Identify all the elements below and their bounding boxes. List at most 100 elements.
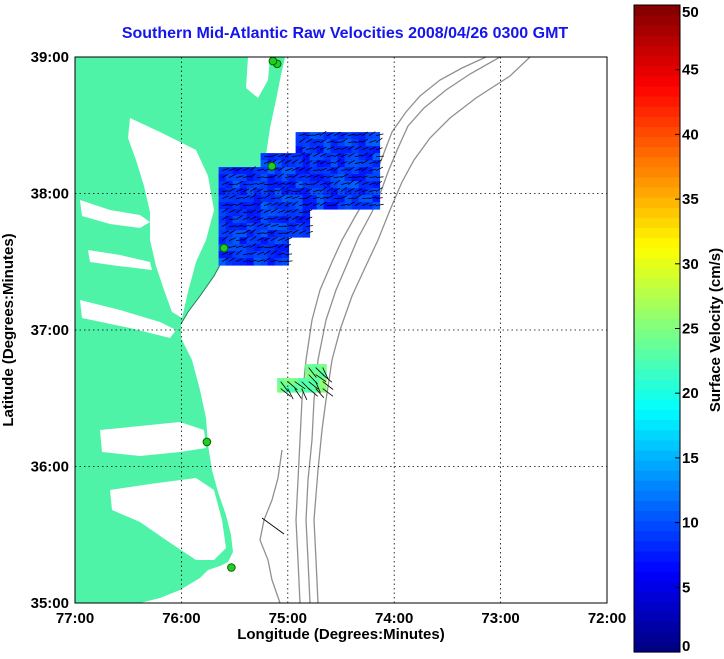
velocity-vector [256,217,264,220]
colorbar-band [634,217,680,229]
velocity-vector [308,388,318,397]
velocity-vector [355,133,362,136]
velocity-vector [326,146,335,150]
velocity-vector [305,153,312,157]
colorbar-tick-label: 0 [682,638,690,655]
velocity-vector [305,202,313,206]
velocity-vector [285,260,293,262]
velocity-vector [322,374,333,383]
velocity-vector [256,201,263,206]
velocity-vector [228,245,237,248]
velocity-vector [298,175,307,178]
velocity-vector [326,181,334,185]
colorbar-band [634,439,680,451]
velocity-vector [361,166,368,171]
velocity-vector [221,257,230,262]
colorbar-tick-label: 25 [682,321,699,338]
depth-contour [313,57,531,603]
velocity-vector [333,131,341,136]
velocity-vector [284,237,292,241]
velocity-vector [306,147,314,150]
x-tick-label: 72:00 [588,610,626,627]
velocity-vector [228,237,236,241]
velocity-vector [235,175,244,178]
velocity-vector [229,218,236,220]
velocity-vector [291,166,300,171]
velocity-vector [305,188,313,192]
velocity-vector [298,230,306,234]
velocity-vector [333,187,340,192]
velocity-vector [256,237,264,241]
colorbar-band [634,5,680,16]
velocity-vector [277,201,285,206]
colorbar-band [634,328,680,340]
velocity-vectors [221,130,384,535]
velocity-vector [235,215,243,220]
velocity-vector [243,260,250,262]
colorbar-band [634,601,680,613]
colorbar-band [634,197,680,208]
site-marker [268,56,278,66]
velocity-vector [355,176,362,178]
colorbar-band [634,490,680,501]
y-tick-label: 37:00 [31,322,69,339]
colorbar-tick-label: 10 [682,515,699,532]
velocity-vector [256,188,264,192]
velocity-vector [243,253,251,255]
velocity-vector [228,209,236,213]
velocity-vector [285,175,293,178]
velocity-vector [291,181,299,185]
velocity-vector [249,251,257,255]
velocity-vector [361,138,369,143]
velocity-vector [270,244,278,248]
colorbar-band [634,116,680,127]
velocity-vector [291,223,299,227]
velocity-vector [242,229,251,234]
velocity-vector [228,250,236,255]
velocity-vector [263,202,272,206]
velocity-vector [249,236,257,241]
velocity-vector [348,141,356,143]
colorbar-band [634,419,680,431]
velocity-vector [291,208,299,213]
colorbar-band [634,126,680,138]
colorbar-band [634,540,680,552]
velocity-vector [261,517,285,535]
colorbar-band [634,95,680,107]
depth-contour [295,57,487,603]
velocity-vector [355,161,363,164]
colorbar-band [634,25,680,36]
velocity-vector [319,130,327,136]
velocity-vector [313,140,320,143]
velocity-vector [348,176,356,178]
velocity-vector [242,195,251,199]
depth-contour [305,57,501,603]
velocity-vector [243,175,251,178]
chesapeake-bay [128,118,214,318]
velocity-vector [376,176,384,178]
velocity-vector [348,197,356,199]
velocity-vector [298,151,306,157]
velocity-vector [221,195,229,199]
velocity-vector [313,133,321,136]
velocity-vector [263,194,271,199]
velocity-vector [222,190,229,192]
velocity-vector [326,194,334,199]
colorbar-band [634,75,680,87]
colorbar-band [634,207,680,218]
velocity-vector [235,258,243,262]
velocity-vector [257,176,265,178]
velocity-vector [285,253,293,255]
velocity-vector [340,133,348,136]
velocity-vector [236,232,244,234]
velocity-vector [280,381,289,392]
velocity-vector [278,225,286,227]
velocity-vector [242,236,249,241]
velocity-vector [347,201,355,206]
colorbar-tick-label: 20 [682,385,699,402]
velocity-vector [315,381,321,393]
velocity-vector [305,194,312,199]
velocity-vector [327,162,334,164]
velocity-vector [257,246,264,248]
colorbar-band [634,45,680,57]
